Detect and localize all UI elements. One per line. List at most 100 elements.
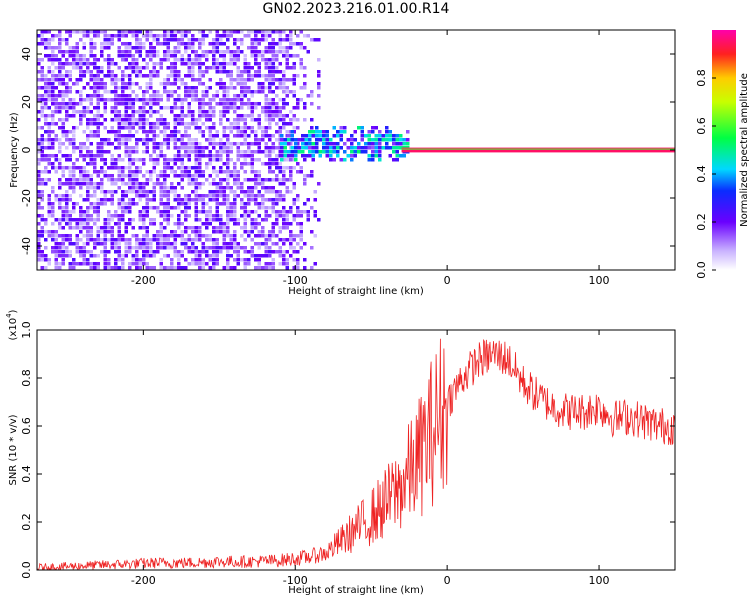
spectrogram-cell — [68, 222, 72, 226]
spectrogram-cell — [268, 262, 272, 266]
spectrogram-cell — [121, 218, 125, 222]
spectrogram-cell — [68, 158, 72, 162]
spectrogram-cell — [243, 54, 247, 58]
spectrogram-cell — [254, 102, 258, 106]
spectrogram-cell — [121, 114, 125, 118]
spectrogram-cell — [166, 54, 170, 58]
spectrogram-cell — [173, 194, 177, 198]
spectrogram-cell — [44, 178, 48, 182]
spectrogram-cell — [121, 90, 125, 94]
spectrogram-cell — [229, 50, 233, 54]
spectrogram-cell — [103, 170, 107, 174]
spectrogram-cell — [110, 98, 114, 102]
spectrogram-cell — [191, 86, 195, 90]
spectrogram-cell — [163, 126, 167, 130]
spectrogram-cell — [212, 94, 216, 98]
spectrogram-cell — [37, 214, 41, 218]
spectrogram-cell — [156, 62, 160, 66]
spectrogram-cell — [128, 262, 132, 266]
spectrogram-cell — [128, 210, 132, 214]
spectrogram-cell — [75, 54, 79, 58]
spectrogram-cell — [287, 150, 291, 154]
spectrogram-cell — [96, 58, 100, 62]
spectrogram-cell — [194, 202, 198, 206]
spectrogram-cell — [233, 178, 237, 182]
spectrogram-cell — [58, 58, 62, 62]
spectrogram-cell — [58, 42, 62, 46]
y-tick-label: 1.0 — [20, 321, 33, 339]
spectrogram-cell — [149, 178, 153, 182]
spectrogram-cell — [194, 226, 198, 230]
spectrogram-cell — [75, 218, 79, 222]
spectrogram-cell — [107, 174, 111, 178]
spectrogram-cell — [250, 50, 254, 54]
spectrogram-cell — [163, 246, 167, 250]
spectrogram-cell — [296, 170, 300, 174]
spectrogram-cell — [289, 230, 293, 234]
spectrogram-cell — [233, 198, 237, 202]
spectrogram-cell — [275, 110, 279, 114]
spectrogram-cell — [233, 142, 237, 146]
spectrogram-cell — [79, 218, 83, 222]
spectrogram-cell — [243, 190, 247, 194]
spectrogram-cell — [219, 142, 223, 146]
spectrogram-cell — [247, 134, 251, 138]
spectrogram-cell — [226, 182, 230, 186]
spectrogram-cell — [131, 98, 135, 102]
spectrogram-cell — [103, 74, 107, 78]
spectrogram-cell — [173, 222, 177, 226]
spectrogram-cell — [261, 178, 265, 182]
spectrogram-cell — [287, 138, 291, 142]
spectrogram-cell — [142, 262, 146, 266]
spectrogram-cell — [124, 166, 128, 170]
spectrogram-cell — [103, 42, 107, 46]
spectrogram-cell — [37, 194, 41, 198]
spectrogram-cell — [173, 134, 177, 138]
spectrogram-cell — [44, 258, 48, 262]
spectrogram-cell — [79, 102, 83, 106]
spectrogram-cell — [219, 154, 223, 158]
spectrogram-cell — [222, 134, 226, 138]
spectrogram-cell — [261, 74, 265, 78]
spectrogram-cell — [226, 234, 230, 238]
spectrogram-cell — [257, 178, 261, 182]
spectrogram-cell — [54, 158, 58, 162]
spectrogram-cell — [96, 94, 100, 98]
spectrogram-cell — [222, 238, 226, 242]
spectrogram-cell — [89, 42, 93, 46]
spectrogram-cell — [208, 218, 212, 222]
spectrogram-cell — [163, 242, 167, 246]
spectrogram-cell — [107, 130, 111, 134]
spectrogram-cell — [226, 98, 230, 102]
spectrogram-cell — [114, 178, 118, 182]
spectrogram-cell — [166, 42, 170, 46]
spectrogram-cell — [395, 154, 399, 158]
spectrogram-cell — [82, 178, 86, 182]
spectrogram-cell — [280, 150, 284, 154]
spectrogram-cell — [268, 42, 272, 46]
spectrogram-cell — [243, 34, 247, 38]
spectrogram-cell — [264, 210, 268, 214]
spectrogram-cell — [121, 98, 125, 102]
snr-x-ticks: -200 -100 0 100 — [131, 330, 610, 587]
spectrogram-cell — [93, 42, 97, 46]
spectrogram-cell — [254, 62, 258, 66]
spectrogram-cell — [121, 210, 125, 214]
spectrogram-cell — [257, 138, 261, 142]
spectrogram-cell — [177, 154, 181, 158]
spectrogram-cell — [114, 118, 118, 122]
spectrogram-cell — [353, 154, 357, 158]
spectrogram-cell — [283, 142, 287, 146]
spectrogram-cell — [40, 190, 44, 194]
spectrogram-cell — [173, 266, 177, 270]
spectrogram-cell — [287, 154, 291, 158]
spectrogram-cell — [166, 30, 170, 34]
spectrogram-cell — [278, 230, 282, 234]
spectrogram-cell — [107, 226, 111, 230]
spectrogram-cell — [215, 202, 219, 206]
spectrogram-cell — [271, 234, 275, 238]
spectrogram-cell — [310, 126, 314, 130]
spectrogram-cell — [68, 170, 72, 174]
spectrogram-cell — [271, 266, 275, 270]
spectrogram-cell — [82, 54, 86, 58]
